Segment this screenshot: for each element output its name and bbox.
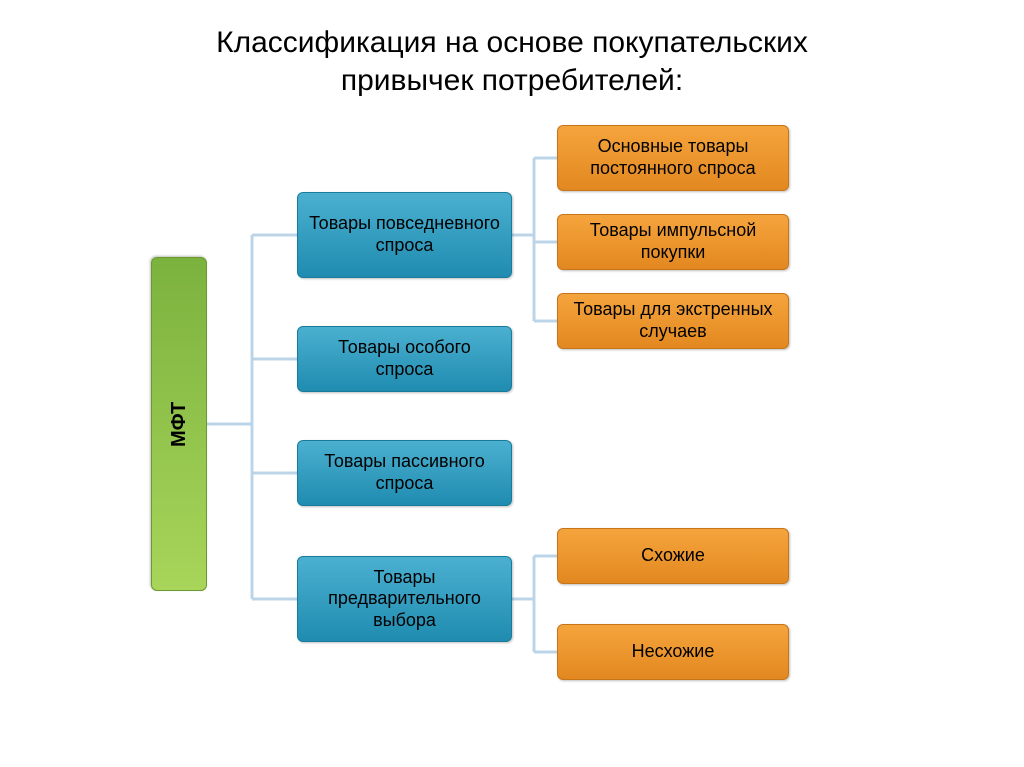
diagram-container: МФТ Товары повседневного спроса Товары осо… <box>0 0 1024 767</box>
level3-top-node-1: Товары импульсной покупки <box>557 214 789 270</box>
level2-node-2: Товары пассивного спроса <box>297 440 512 506</box>
level3-top-node-2: Товары для экстренных случаев <box>557 293 789 349</box>
level3-bottom-node-0: Схожие <box>557 528 789 584</box>
level2-node-1: Товары особого спроса <box>297 326 512 392</box>
level3-top-node-0: Основные товары постоянного спроса <box>557 125 789 191</box>
level2-node-3: Товары предварительного выбора <box>297 556 512 642</box>
level2-node-0: Товары повседневного спроса <box>297 192 512 278</box>
root-node: МФТ <box>151 257 207 591</box>
level3-bottom-node-1: Несхожие <box>557 624 789 680</box>
